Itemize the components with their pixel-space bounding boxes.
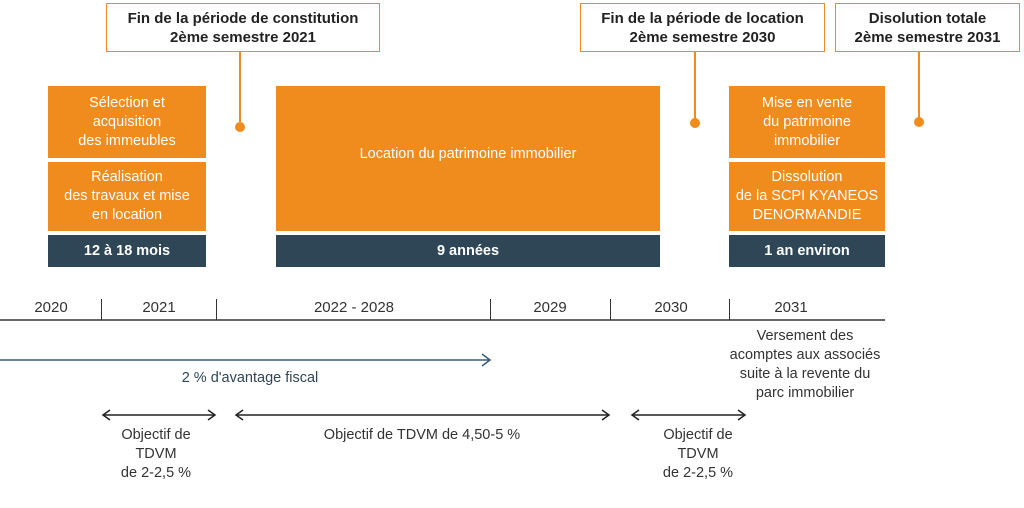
phase2-location-box: Location du patrimoine immobilier xyxy=(276,86,660,231)
phase1-travaux-box: Réalisation des travaux et mise en locat… xyxy=(48,162,206,231)
phase2-duration-bar: 9 années xyxy=(276,235,660,267)
year-label-2022-2028: 2022 - 2028 xyxy=(313,299,395,316)
axis-tick xyxy=(490,299,491,320)
objective-arrow-2 xyxy=(234,409,611,421)
phase1-acquisition-box: Sélection et acquisition des immeubles xyxy=(48,86,206,158)
axis-tick xyxy=(101,299,102,320)
axis-tick xyxy=(729,299,730,320)
box-line: Location du patrimoine immobilier xyxy=(359,146,577,162)
connector-dot xyxy=(690,118,700,128)
note-line: acomptes aux associés xyxy=(729,347,881,363)
duration-label: 1 an environ xyxy=(764,243,850,259)
callout-date: 2ème semestre 2021 xyxy=(170,28,316,46)
axis-tick xyxy=(216,299,217,320)
callout-fin-location: Fin de la période de location 2ème semes… xyxy=(580,3,825,52)
box-line: Réalisation xyxy=(91,169,163,185)
callout-fin-constitution: Fin de la période de constitution 2ème s… xyxy=(106,3,380,52)
callout-title: Disolution totale xyxy=(868,9,987,27)
callout-date: 2ème semestre 2030 xyxy=(629,28,776,46)
year-label-2021: 2021 xyxy=(142,299,176,316)
box-line: Dissolution xyxy=(771,169,843,185)
objective-arrow-1 xyxy=(101,409,217,421)
callout-title: Fin de la période de location xyxy=(601,9,804,27)
objective-line: TDVM xyxy=(135,446,177,462)
duration-label: 12 à 18 mois xyxy=(83,243,171,259)
note-line: Versement des xyxy=(756,328,854,344)
objective-line: Objectif de xyxy=(663,427,733,443)
callout-date: 2ème semestre 2031 xyxy=(854,28,1001,46)
fiscal-arrow xyxy=(0,353,492,367)
fiscal-label: 2 % d'avantage fiscal xyxy=(181,370,319,386)
box-line: DENORMANDIE xyxy=(752,207,862,223)
connector-dot xyxy=(235,122,245,132)
box-line: de la SCPI KYANEOS xyxy=(735,188,879,204)
duration-label: 9 années xyxy=(436,243,500,259)
callout-title: Fin de la période de constitution xyxy=(127,9,359,27)
connector-line xyxy=(918,52,920,120)
objective-arrow-3 xyxy=(630,409,747,421)
objective-label-1: Objectif de TDVM de 2-2,5 % xyxy=(96,426,216,483)
box-line: en location xyxy=(91,207,163,223)
year-label-2029: 2029 xyxy=(533,299,567,316)
callout-dissolution: Disolution totale 2ème semestre 2031 xyxy=(835,3,1020,52)
box-line: des immeubles xyxy=(78,132,176,149)
year-label-2030: 2030 xyxy=(654,299,688,316)
note-line: parc immobilier xyxy=(755,385,855,401)
objective-line: Objectif de xyxy=(121,427,191,443)
year-label-2020: 2020 xyxy=(34,299,68,316)
phase3-duration-bar: 1 an environ xyxy=(729,235,885,267)
box-line: immobilier xyxy=(773,132,841,149)
box-line: acquisition xyxy=(92,113,162,130)
connector-line xyxy=(239,52,241,122)
box-line: des travaux et mise xyxy=(64,188,190,204)
note-line: suite à la revente du xyxy=(739,366,871,382)
connector-dot xyxy=(914,117,924,127)
phase3-vente-box: Mise en vente du patrimoine immobilier xyxy=(729,86,885,158)
objective-label-2: Objectif de TDVM de 4,50-5 % xyxy=(282,426,562,445)
axis-tick xyxy=(610,299,611,320)
objective-line: TDVM xyxy=(677,446,719,462)
box-line: du patrimoine xyxy=(763,113,851,130)
objective-line: de 2-2,5 % xyxy=(120,465,192,481)
objective-line: Objectif de TDVM de 4,50-5 % xyxy=(323,427,521,443)
versement-note: Versement des acomptes aux associés suit… xyxy=(715,327,895,403)
objective-label-3: Objectif de TDVM de 2-2,5 % xyxy=(638,426,758,483)
box-line: Sélection et xyxy=(89,94,165,111)
phase1-duration-bar: 12 à 18 mois xyxy=(48,235,206,267)
phase3-dissolution-box: Dissolution de la SCPI KYANEOS DENORMAND… xyxy=(729,162,885,231)
year-label-2031: 2031 xyxy=(774,299,808,316)
objective-line: de 2-2,5 % xyxy=(662,465,734,481)
connector-line xyxy=(694,52,696,122)
box-line: Mise en vente xyxy=(761,94,853,111)
